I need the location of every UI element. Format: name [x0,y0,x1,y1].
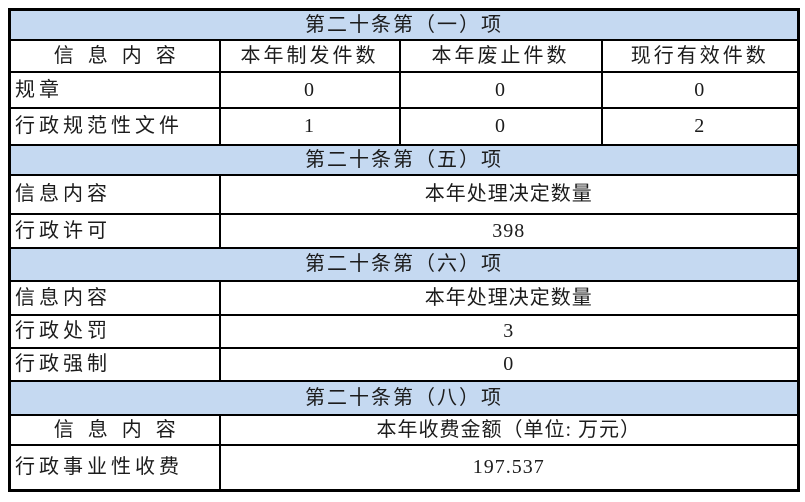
column-header-fees: 本年收费金额（单位: 万元） [218,413,800,446]
table-row: 行政规范性文件 1 0 2 [8,106,800,146]
table-row: 信息内容 本年处理决定数量 [8,173,800,215]
cell-value: 398 [218,212,800,249]
column-header-decisions: 本年处理决定数量 [218,279,800,316]
cell-value: 0 [398,106,603,146]
cell-value: 0 [600,70,800,109]
row-label: 行政事业性收费 [8,443,221,492]
section-1-column-header-info: 信息内容 [8,38,221,73]
section-6-title: 第二十条第（六）项 [8,246,800,282]
row-label: 行政强制 [8,346,221,382]
row-label: 行政规范性文件 [8,106,221,146]
table-row: 行政许可 398 [8,212,800,249]
cell-value: 0 [398,70,603,109]
section-1-column-header-effective: 现行有效件数 [600,38,800,73]
section-1-column-header-issued: 本年制发件数 [218,38,401,73]
table-row: 行政事业性收费 197.537 [8,443,800,492]
row-label: 行政处罚 [8,313,221,349]
table-row: 信息内容 本年收费金额（单位: 万元） [8,413,800,446]
row-label-info: 信息内容 [8,173,221,215]
cell-value: 0 [218,346,800,382]
table-row: 行政处罚 3 [8,313,800,349]
section-1-title: 第二十条第（一）项 [8,8,800,41]
cell-value: 1 [218,106,401,146]
table-row: 信息内容 本年处理决定数量 [8,279,800,316]
row-label: 行政许可 [8,212,221,249]
section-1-column-header-repealed: 本年废止件数 [398,38,603,73]
row-label: 规章 [8,70,221,109]
row-label-info: 信息内容 [8,279,221,316]
section-5-title: 第二十条第（五）项 [8,143,800,176]
cell-value: 2 [600,106,800,146]
cell-value: 0 [218,70,401,109]
cell-value: 3 [218,313,800,349]
disclosure-statistics-table: 第二十条第（一）项 信息内容 本年制发件数 本年废止件数 现行有效件数 规章 0… [8,8,800,492]
cell-value: 197.537 [218,443,800,492]
row-label-info: 信息内容 [8,413,221,446]
column-header-decisions: 本年处理决定数量 [218,173,800,215]
table-row: 规章 0 0 0 [8,70,800,109]
table-row: 行政强制 0 [8,346,800,382]
section-8-title: 第二十条第（八）项 [8,379,800,416]
